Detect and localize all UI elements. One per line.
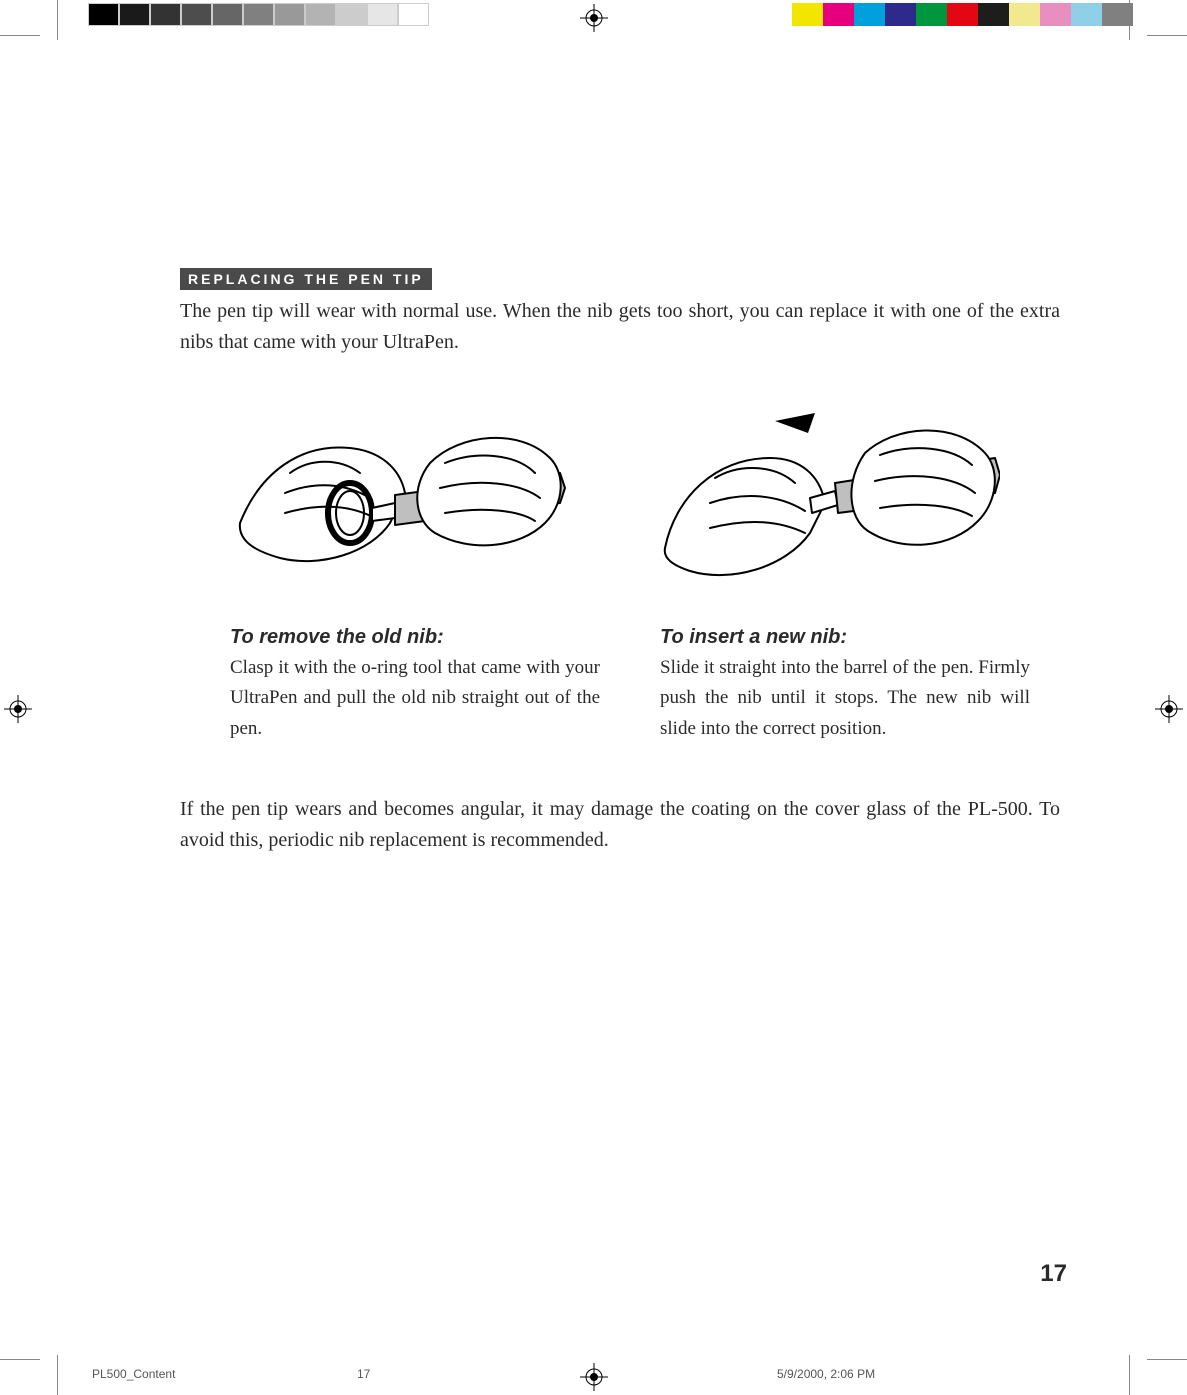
registration-mark-icon bbox=[1155, 695, 1183, 723]
swatch bbox=[336, 3, 367, 26]
intro-paragraph: The pen tip will wear with normal use. W… bbox=[180, 296, 1060, 358]
figures-row: To remove the old nib: Clasp it with the… bbox=[230, 398, 1060, 744]
swatch bbox=[792, 3, 823, 26]
page-number: 17 bbox=[1040, 1260, 1067, 1288]
swatch bbox=[885, 3, 916, 26]
swatch bbox=[1009, 3, 1040, 26]
registration-mark-icon bbox=[580, 4, 608, 32]
figure-remove-nib: To remove the old nib: Clasp it with the… bbox=[230, 398, 600, 744]
page-content: REPLACING THE PEN TIP The pen tip will w… bbox=[180, 268, 1060, 856]
crop-mark bbox=[57, 1355, 58, 1395]
crop-mark bbox=[57, 0, 58, 40]
footer-page: 17 bbox=[357, 1367, 777, 1381]
illustration-remove-nib bbox=[230, 398, 570, 598]
figure-heading: To remove the old nib: bbox=[230, 626, 600, 649]
swatch bbox=[916, 3, 947, 26]
grayscale-calibration-bar bbox=[88, 3, 429, 26]
swatch bbox=[978, 3, 1009, 26]
footer-filename: PL500_Content bbox=[92, 1367, 357, 1381]
figure-body: Clasp it with the o-ring tool that came … bbox=[230, 653, 600, 744]
swatch bbox=[1102, 3, 1133, 26]
color-calibration-bar bbox=[792, 3, 1133, 26]
section-heading: REPLACING THE PEN TIP bbox=[180, 268, 432, 290]
swatch bbox=[305, 3, 336, 26]
swatch bbox=[1040, 3, 1071, 26]
figure-heading: To insert a new nib: bbox=[660, 626, 1030, 649]
crop-mark bbox=[0, 35, 40, 36]
swatch bbox=[243, 3, 274, 26]
swatch bbox=[947, 3, 978, 26]
swatch bbox=[854, 3, 885, 26]
print-footer: PL500_Content 17 5/9/2000, 2:06 PM bbox=[92, 1367, 1092, 1381]
figure-body: Slide it straight into the barrel of the… bbox=[660, 653, 1030, 744]
swatch bbox=[398, 3, 429, 26]
crop-mark bbox=[1147, 35, 1187, 36]
swatch bbox=[212, 3, 243, 26]
crop-mark bbox=[1147, 1359, 1187, 1360]
illustration-insert-nib bbox=[660, 398, 1000, 598]
swatch bbox=[823, 3, 854, 26]
closing-paragraph: If the pen tip wears and becomes angular… bbox=[180, 794, 1060, 856]
swatch bbox=[1071, 3, 1102, 26]
swatch bbox=[119, 3, 150, 26]
crop-mark bbox=[0, 1359, 40, 1360]
swatch bbox=[367, 3, 398, 26]
swatch bbox=[181, 3, 212, 26]
swatch bbox=[88, 3, 119, 26]
figure-insert-nib: To insert a new nib: Slide it straight i… bbox=[660, 398, 1030, 744]
swatch bbox=[150, 3, 181, 26]
swatch bbox=[274, 3, 305, 26]
crop-mark bbox=[1129, 1355, 1130, 1395]
registration-mark-icon bbox=[4, 695, 32, 723]
footer-date: 5/9/2000, 2:06 PM bbox=[777, 1367, 875, 1381]
